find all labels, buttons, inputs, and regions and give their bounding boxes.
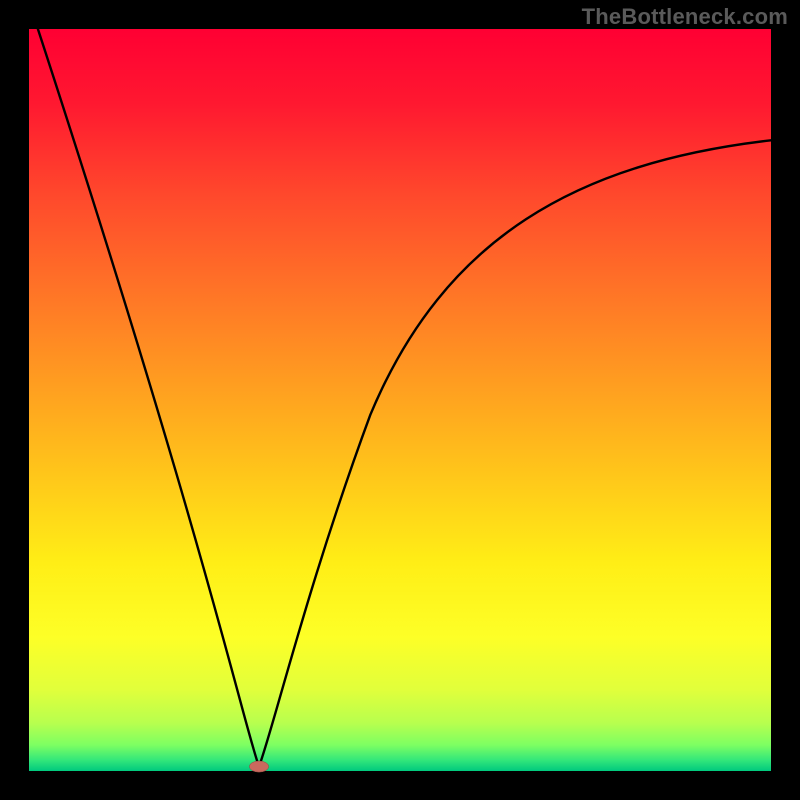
watermark-text: TheBottleneck.com	[582, 4, 788, 30]
bottleneck-chart	[0, 0, 800, 800]
chart-frame: TheBottleneck.com	[0, 0, 800, 800]
optimal-point-marker	[249, 761, 268, 772]
plot-background	[29, 29, 771, 771]
